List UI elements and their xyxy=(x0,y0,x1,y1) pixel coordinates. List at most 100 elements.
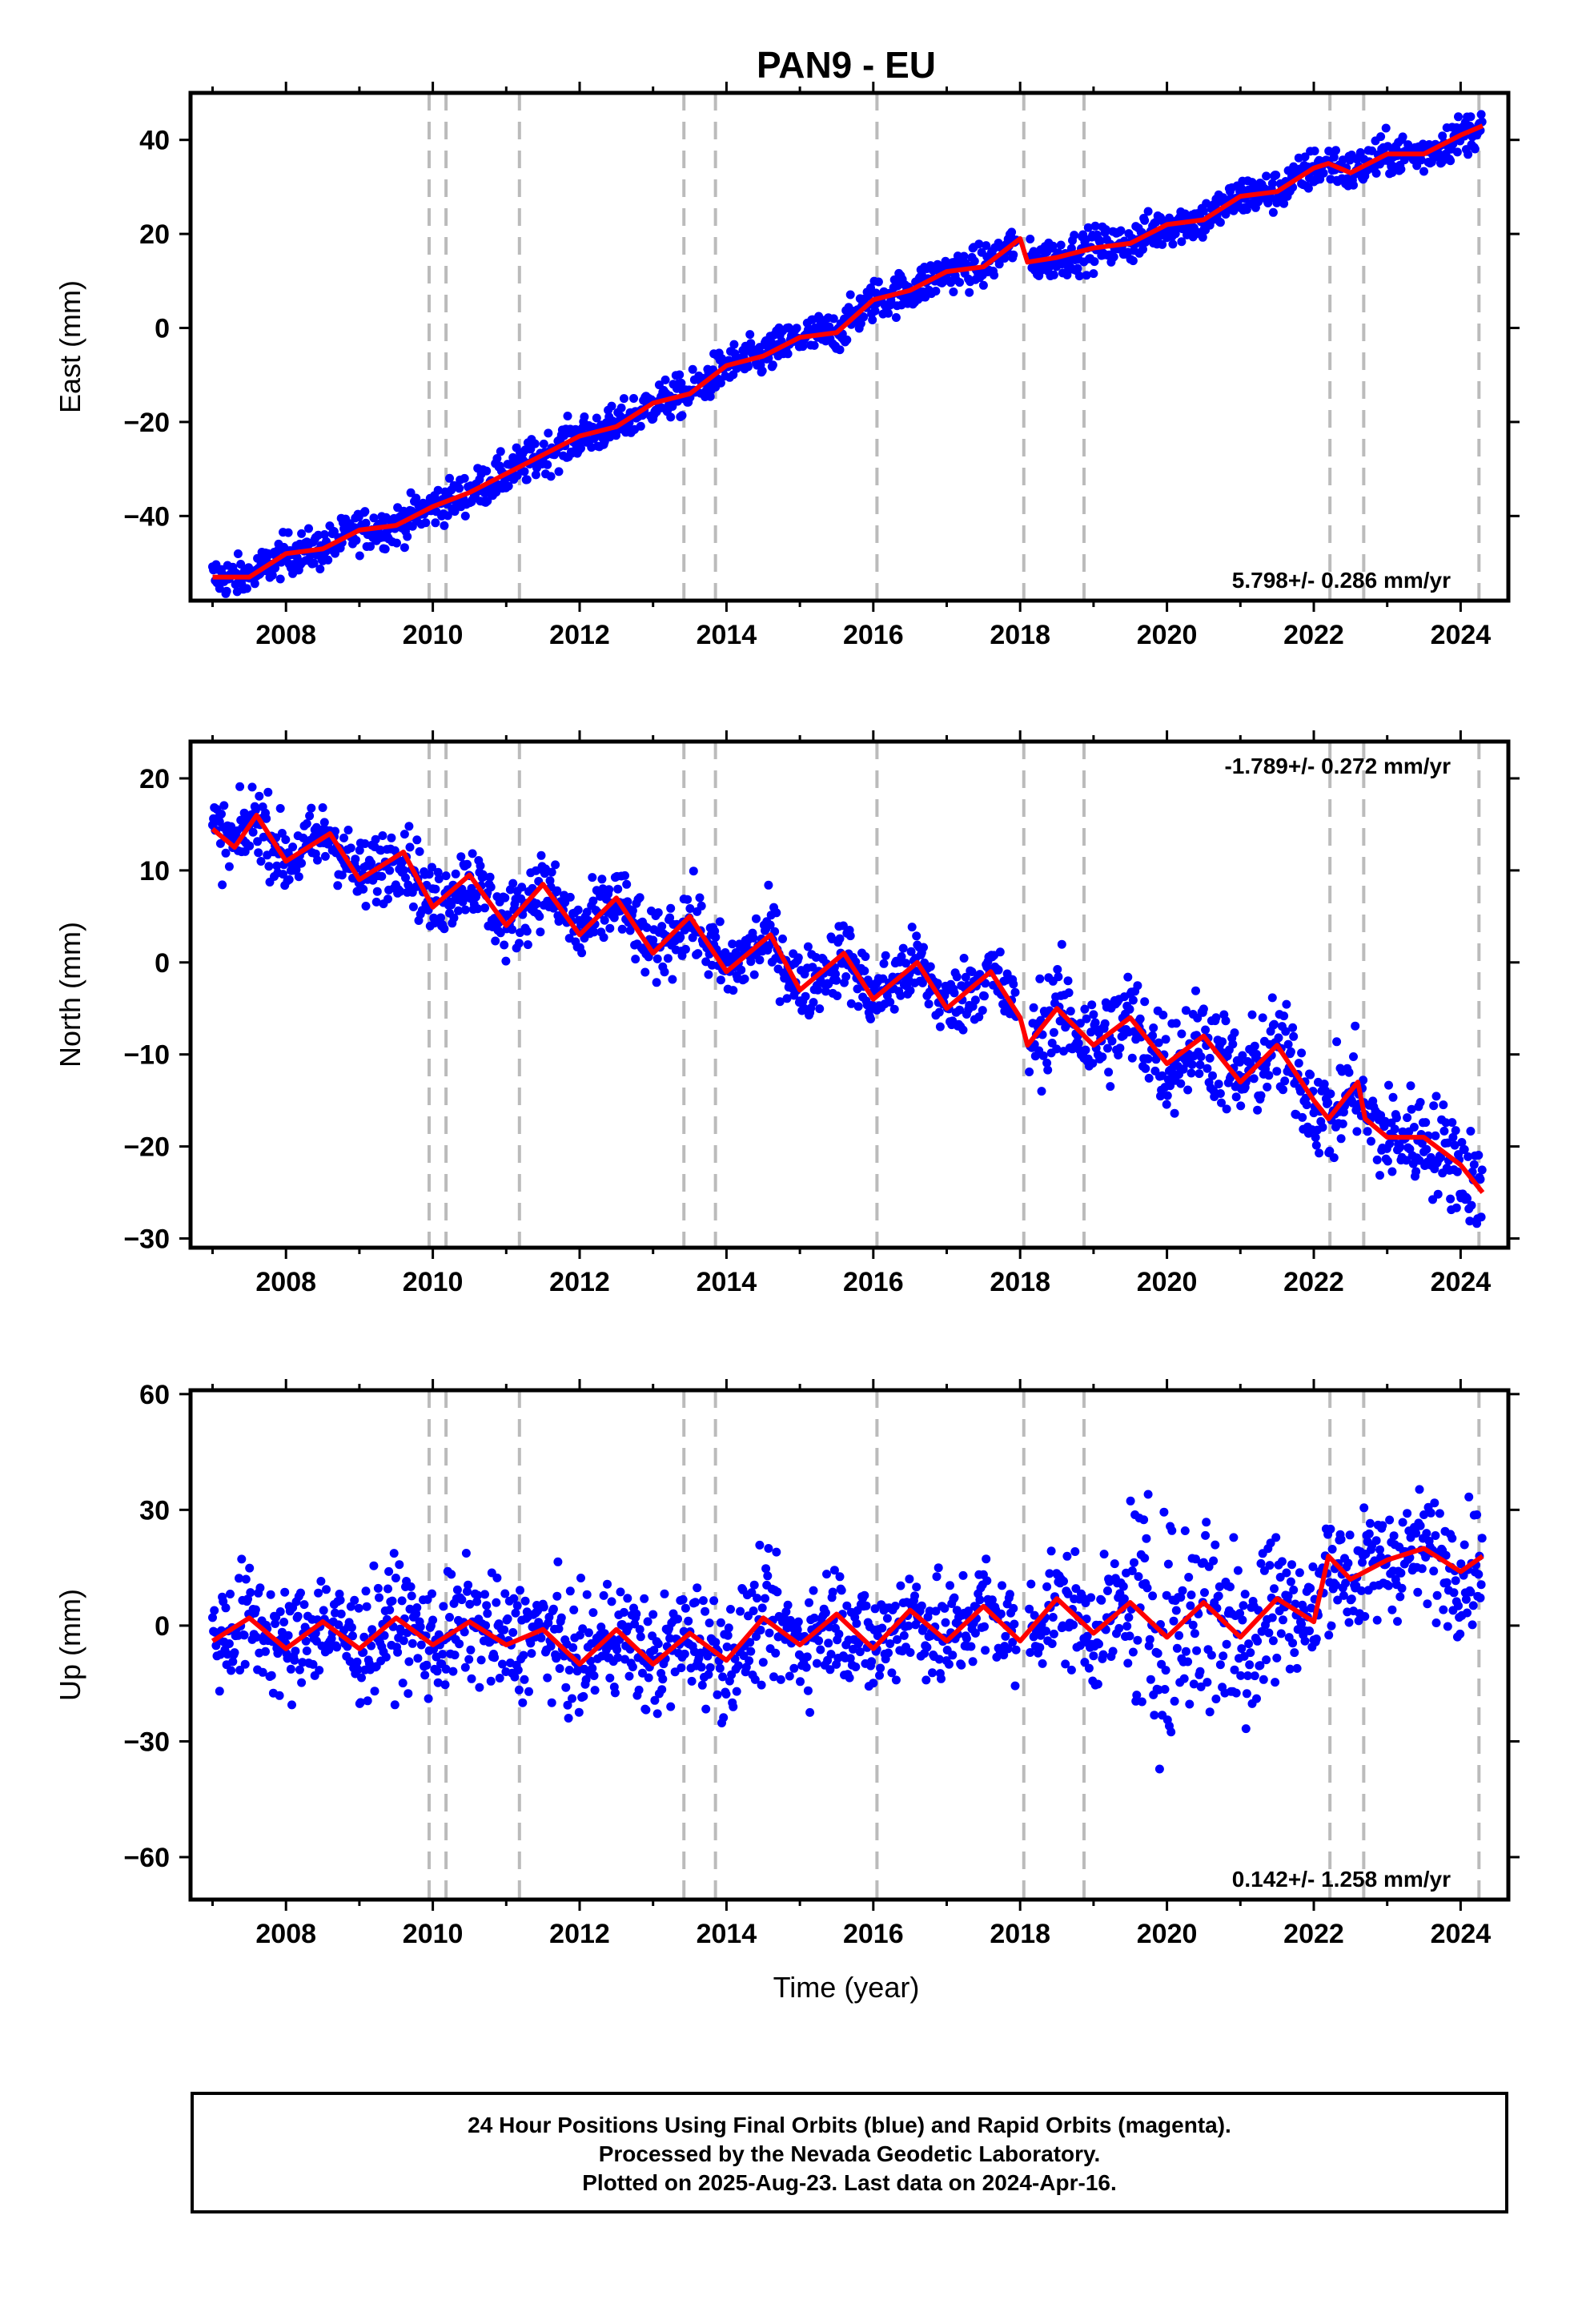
data-point xyxy=(520,467,529,476)
data-point xyxy=(531,866,540,875)
data-point xyxy=(1351,1021,1360,1031)
data-point xyxy=(264,862,274,871)
data-point xyxy=(846,999,856,1008)
data-point xyxy=(1447,1118,1457,1128)
data-point xyxy=(648,1610,658,1619)
data-point xyxy=(253,837,263,846)
data-point xyxy=(866,1014,875,1023)
data-point xyxy=(1426,1508,1435,1518)
data-point xyxy=(539,1602,548,1612)
data-point xyxy=(1375,1545,1384,1554)
data-point xyxy=(1285,1664,1295,1674)
data-point xyxy=(1038,1659,1047,1668)
data-point xyxy=(361,1586,371,1596)
data-point xyxy=(581,1675,591,1684)
data-point xyxy=(1331,1580,1340,1590)
data-point xyxy=(463,859,472,869)
data-point xyxy=(1417,1139,1427,1148)
x-tick-label: 2014 xyxy=(697,1919,757,1949)
footer-line-2: Processed by the Nevada Geodetic Laborat… xyxy=(598,2141,1101,2166)
data-points xyxy=(208,782,1487,1228)
y-tick-label: 20 xyxy=(139,764,170,794)
data-point xyxy=(1364,1529,1374,1538)
data-point xyxy=(661,375,670,384)
data-point xyxy=(1242,1689,1251,1699)
data-point xyxy=(569,1605,579,1614)
data-point xyxy=(1170,1108,1179,1118)
data-point xyxy=(1190,1629,1199,1638)
data-point xyxy=(835,1572,845,1582)
data-point xyxy=(852,1618,861,1628)
data-point xyxy=(676,932,685,942)
data-point xyxy=(1423,1599,1432,1609)
data-point xyxy=(384,1566,394,1576)
data-point xyxy=(433,1678,443,1687)
data-point xyxy=(904,1621,913,1630)
data-point xyxy=(765,920,775,930)
data-point xyxy=(901,959,910,968)
panels: 2008 2010 2012 2014 2016 2018 2020 2022 2024−40−… xyxy=(54,82,1520,1949)
data-point xyxy=(1138,244,1147,254)
data-point xyxy=(246,1588,255,1598)
data-point xyxy=(959,251,969,261)
data-point xyxy=(924,999,934,1009)
data-point xyxy=(1230,1665,1239,1675)
data-point xyxy=(336,1609,346,1618)
data-point xyxy=(1226,1582,1235,1591)
data-point xyxy=(935,1022,945,1031)
data-point xyxy=(1266,193,1275,203)
data-point xyxy=(294,872,303,882)
data-point xyxy=(415,846,424,856)
data-point xyxy=(970,1628,980,1638)
data-point xyxy=(1205,1707,1215,1717)
data-point xyxy=(353,1665,363,1675)
data-points xyxy=(208,1485,1487,1774)
data-point xyxy=(678,1594,688,1604)
data-point xyxy=(660,1589,669,1598)
data-point xyxy=(802,1652,812,1662)
data-point xyxy=(1389,1531,1399,1541)
data-point xyxy=(527,1649,536,1659)
data-point xyxy=(609,913,619,923)
data-point xyxy=(421,518,431,528)
data-point xyxy=(1421,1118,1431,1128)
x-tick-label: 2012 xyxy=(549,1919,610,1949)
data-point xyxy=(1372,1155,1382,1164)
data-point xyxy=(480,1590,489,1599)
data-point xyxy=(254,848,263,858)
data-point xyxy=(1188,1620,1198,1630)
data-point xyxy=(1297,1048,1307,1058)
data-point xyxy=(695,893,705,903)
data-point xyxy=(1167,1526,1177,1535)
data-point xyxy=(1070,1547,1080,1556)
data-point xyxy=(492,1573,502,1582)
data-point xyxy=(1286,1047,1295,1056)
data-point xyxy=(1343,1558,1353,1568)
data-point xyxy=(657,922,667,931)
data-point xyxy=(359,1632,369,1642)
data-point xyxy=(1441,1118,1451,1128)
plot-frame xyxy=(188,739,1511,1250)
data-point xyxy=(648,935,658,945)
data-point xyxy=(1062,270,1072,279)
data-point xyxy=(1344,1618,1354,1627)
data-point xyxy=(668,975,677,984)
data-point xyxy=(785,1615,795,1625)
data-point xyxy=(1177,237,1186,247)
data-point xyxy=(1310,147,1319,155)
data-point xyxy=(1057,939,1066,949)
data-point xyxy=(747,1588,757,1598)
data-point xyxy=(745,1638,755,1647)
data-point xyxy=(360,839,370,848)
data-point xyxy=(772,908,781,918)
data-point xyxy=(1069,1620,1078,1630)
data-point xyxy=(642,923,652,932)
data-point xyxy=(352,1657,362,1667)
data-point xyxy=(1431,1618,1441,1627)
data-point xyxy=(447,900,456,910)
data-point xyxy=(554,467,564,476)
data-point xyxy=(1153,1649,1162,1659)
data-point xyxy=(1390,1124,1399,1134)
data-point xyxy=(1215,1660,1225,1670)
data-point xyxy=(1438,131,1447,141)
